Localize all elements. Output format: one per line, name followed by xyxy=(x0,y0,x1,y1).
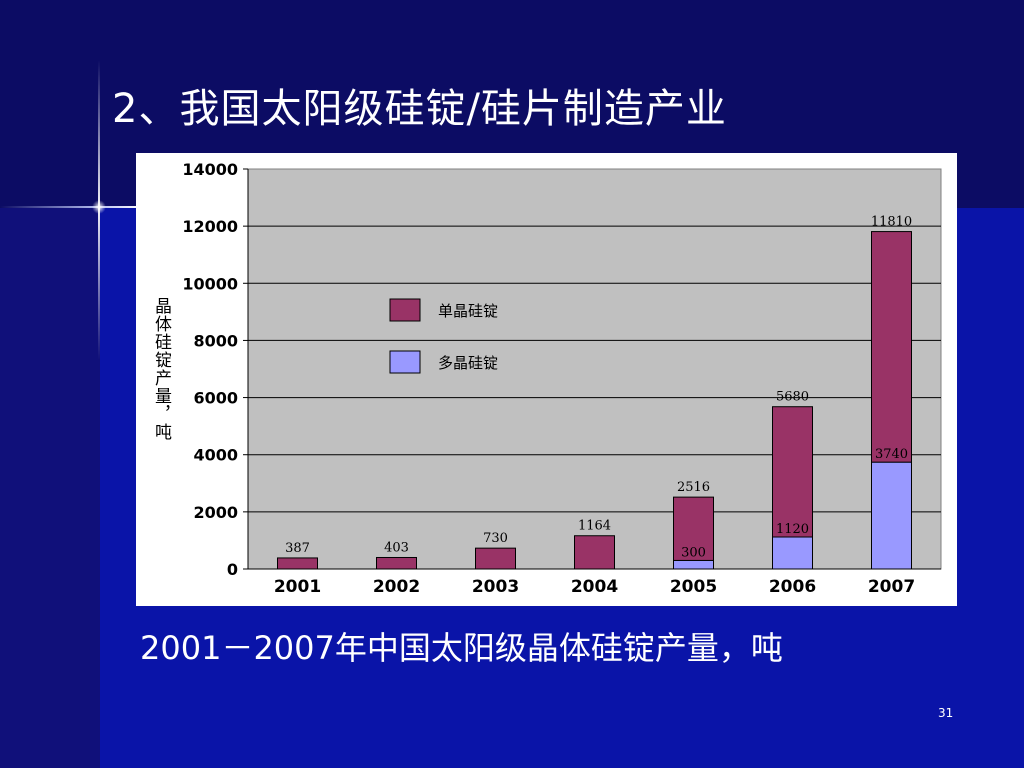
bar-monocrystalline xyxy=(574,535,615,570)
data-label-total: 387 xyxy=(285,541,310,556)
y-axis-label: 晶体硅锭产量，吨 xyxy=(151,297,172,441)
bar-monocrystalline xyxy=(673,496,714,561)
legend-label: 多晶硅锭 xyxy=(438,354,498,372)
y-tick-label: 12000 xyxy=(182,217,238,236)
x-tick-label: 2001 xyxy=(274,577,321,597)
data-label-multicrystalline: 3740 xyxy=(875,447,908,462)
bar-chart: 0 2000 4000 6000 8000 10000 12000 14000 晶体硅锭产量，吨… xyxy=(151,160,942,597)
chart-container: 0 2000 4000 6000 8000 10000 12000 14000 晶体硅锭产量，吨… xyxy=(136,153,957,606)
x-tick-label: 2002 xyxy=(373,577,420,597)
y-tick-label: 10000 xyxy=(182,274,238,293)
bar-multicrystalline xyxy=(673,559,714,570)
page-number: 31 xyxy=(938,706,954,720)
plot-area xyxy=(247,168,942,570)
data-label-total: 730 xyxy=(483,531,508,546)
sparkle-line-horizontal xyxy=(0,206,140,208)
data-label-multicrystalline: 300 xyxy=(681,545,706,560)
legend-swatch xyxy=(389,298,421,322)
x-tick-label: 2004 xyxy=(571,577,618,597)
y-tick-label: 14000 xyxy=(182,160,238,179)
slide-title: 2、我国太阳级硅锭/硅片制造产业 xyxy=(112,86,727,132)
bar-monocrystalline xyxy=(871,231,912,463)
data-label-total: 2516 xyxy=(677,480,710,495)
y-tick-label: 0 xyxy=(227,560,238,579)
x-tick-label: 2005 xyxy=(670,577,717,597)
legend-label: 单晶硅锭 xyxy=(438,302,498,320)
data-label-multicrystalline: 1120 xyxy=(776,522,809,537)
data-label-total: 403 xyxy=(384,540,409,555)
sparkle-star-icon xyxy=(92,200,106,214)
y-tick-label: 6000 xyxy=(193,389,238,408)
y-tick-label: 8000 xyxy=(193,331,238,350)
y-tick-label: 2000 xyxy=(193,503,238,522)
data-label-total: 11810 xyxy=(871,215,912,230)
x-tick-label: 2003 xyxy=(472,577,519,597)
bar-monocrystalline xyxy=(277,557,318,570)
y-tick-label: 4000 xyxy=(193,446,238,465)
bar-monocrystalline xyxy=(376,556,417,570)
bar-monocrystalline xyxy=(772,406,813,538)
legend-swatch xyxy=(389,350,421,374)
slide-background-left xyxy=(0,208,100,768)
x-tick-label: 2007 xyxy=(868,577,915,597)
bar-monocrystalline xyxy=(475,547,516,570)
chart-caption: 2001－2007年中国太阳级晶体硅锭产量，吨 xyxy=(140,629,783,667)
bar-multicrystalline xyxy=(871,461,912,570)
data-label-total: 1164 xyxy=(578,519,611,534)
x-tick-label: 2006 xyxy=(769,577,816,597)
data-label-total: 5680 xyxy=(776,390,809,405)
bar-multicrystalline xyxy=(772,536,813,570)
